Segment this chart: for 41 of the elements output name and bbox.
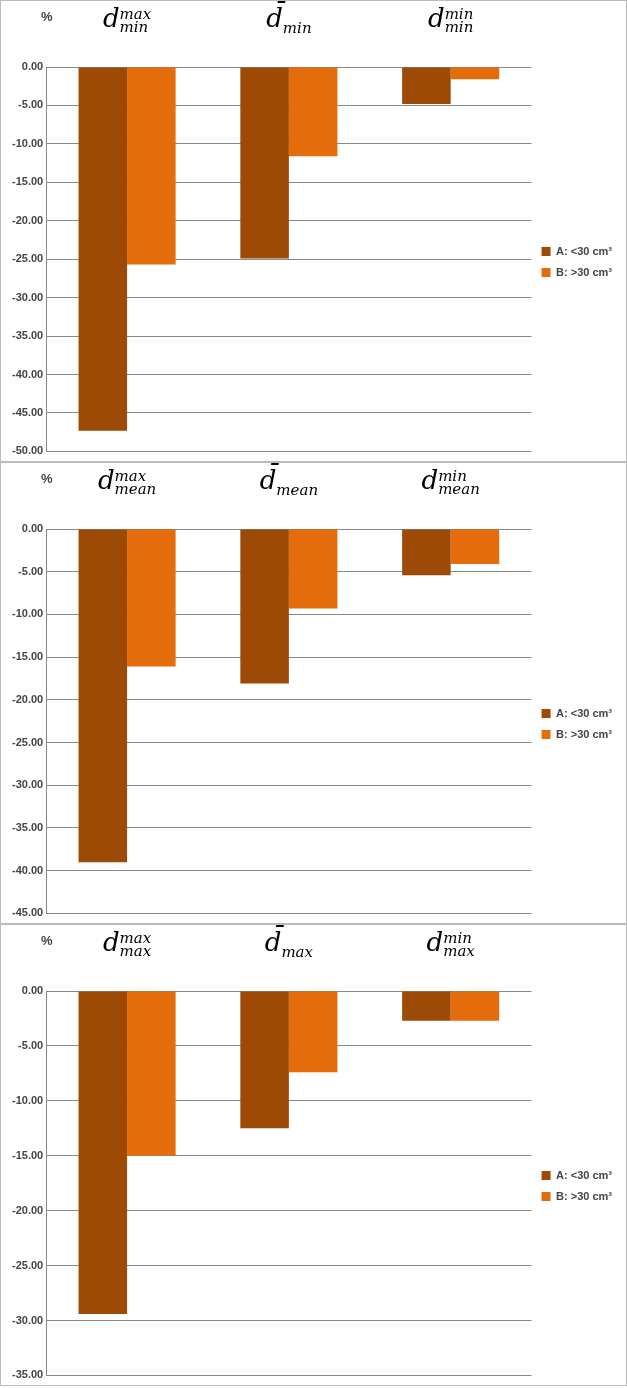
y-axis-title: % (41, 933, 53, 948)
y-tick-label: -20.00 (11, 213, 44, 226)
y-tick-label: 0.00 (21, 984, 44, 997)
y-tick-label: -25.00 (11, 1258, 44, 1271)
y-tick-label: -15.00 (11, 1148, 44, 1161)
x-tick-label: d̄$_{min}$ (266, 3, 312, 38)
y-tick-label: -50.00 (11, 444, 44, 457)
y-tick-label: -10.00 (11, 1093, 44, 1106)
y-tick-label: -40.00 (11, 863, 44, 876)
legend-label: A: <30 cm³ (556, 1168, 613, 1181)
y-tick-label: -35.00 (11, 329, 44, 342)
y-tick-label: -45.00 (11, 405, 44, 418)
y-tick-label: -20.00 (11, 692, 44, 705)
y-tick-label: -25.00 (11, 252, 44, 265)
x-tick-label: d̄$_{mean}$ (259, 465, 319, 500)
y-tick-label: -5.00 (18, 1038, 44, 1051)
y-tick-label: -5.00 (18, 98, 44, 111)
y-axis-title: % (41, 9, 53, 24)
legend-label: B: >30 cm³ (556, 265, 613, 278)
y-tick-label: -40.00 (11, 367, 44, 380)
y-tick-label: -5.00 (18, 564, 44, 577)
y-tick-label: -15.00 (11, 175, 44, 188)
legend-label: B: >30 cm³ (556, 1189, 613, 1202)
legend-label: A: <30 cm³ (556, 244, 613, 257)
y-tick-label: -30.00 (11, 1313, 44, 1326)
y-tick-label: -35.00 (11, 1368, 44, 1381)
y-tick-label: -15.00 (11, 650, 44, 663)
y-tick-label: -45.00 (11, 906, 44, 919)
y-tick-label: 0.00 (21, 60, 44, 73)
y-tick-label: -30.00 (11, 778, 44, 791)
y-tick-label: -35.00 (11, 821, 44, 834)
y-tick-label: -30.00 (11, 290, 44, 303)
y-tick-label: -20.00 (11, 1203, 44, 1216)
legend-label: A: <30 cm³ (556, 706, 613, 719)
y-tick-label: -10.00 (11, 136, 44, 149)
y-tick-label: -10.00 (11, 607, 44, 620)
y-tick-label: 0.00 (21, 522, 44, 535)
y-axis-title: % (41, 471, 53, 486)
y-tick-label: -25.00 (11, 735, 44, 748)
legend-label: B: >30 cm³ (556, 727, 613, 740)
x-tick-label: d̄$_{max}$ (264, 927, 314, 962)
